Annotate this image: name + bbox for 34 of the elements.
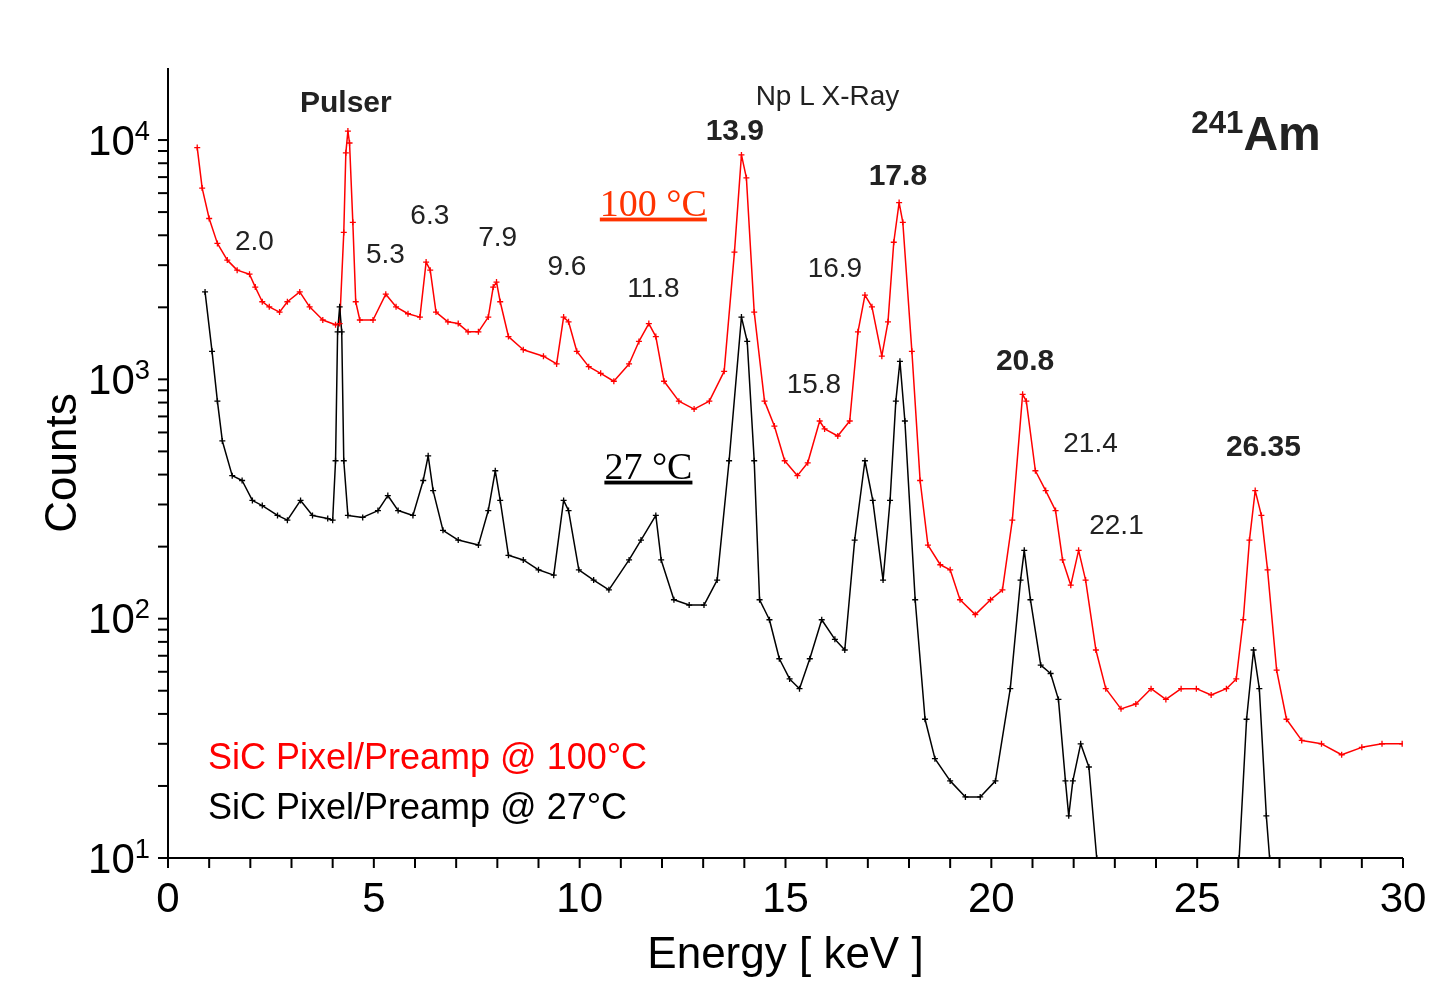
annotation: 100 °C	[599, 181, 707, 224]
annotation: 22.1	[1089, 508, 1144, 540]
annotation: 7.9	[478, 221, 518, 253]
annotation: 2.0	[234, 225, 274, 257]
annotation: 21.4	[1063, 427, 1118, 459]
x-tick-label: 10	[556, 874, 604, 921]
annotation: 11.8	[627, 271, 680, 303]
x-tick-label: 20	[967, 874, 1015, 921]
annotation: Pulser	[299, 84, 393, 118]
x-tick-label: 25	[1173, 874, 1221, 921]
annotation: 6.3	[410, 198, 450, 230]
y-axis-title: Counts	[35, 393, 85, 533]
text: SiC Pixel/Preamp @ 27°C	[208, 784, 629, 829]
annotation: 27 °C	[604, 444, 693, 487]
y-tick-label: 10$^{1}$	[88, 832, 150, 882]
annotation: Np L X-Ray	[755, 80, 900, 112]
y-tick-label: 10$^{3}$	[88, 353, 150, 404]
y-tick-label: 10$^{4}$	[88, 114, 150, 164]
x-tick-label: 0	[156, 874, 180, 921]
x-tick-label: 5	[362, 874, 386, 921]
x-tick-label: 30	[1379, 874, 1427, 921]
y-tick-label: 10$^{2}$	[88, 592, 150, 643]
annotation: $^{241}$Am	[1191, 104, 1321, 160]
annotation: 5.3	[365, 238, 405, 270]
annotation: 9.6	[547, 250, 587, 282]
x-axis-title: Energy [ keV ]	[647, 928, 924, 977]
annotation: 17.8	[868, 158, 928, 192]
annotation: 26.35	[1225, 429, 1301, 463]
annotation: 20.8	[995, 343, 1055, 377]
annotation: 16.9	[807, 251, 863, 283]
annotation: 13.9	[705, 113, 765, 147]
x-tick-label: 15	[762, 874, 809, 921]
text: SiC Pixel/Preamp @ 100°C	[208, 734, 648, 779]
annotation: 15.8	[786, 368, 842, 400]
